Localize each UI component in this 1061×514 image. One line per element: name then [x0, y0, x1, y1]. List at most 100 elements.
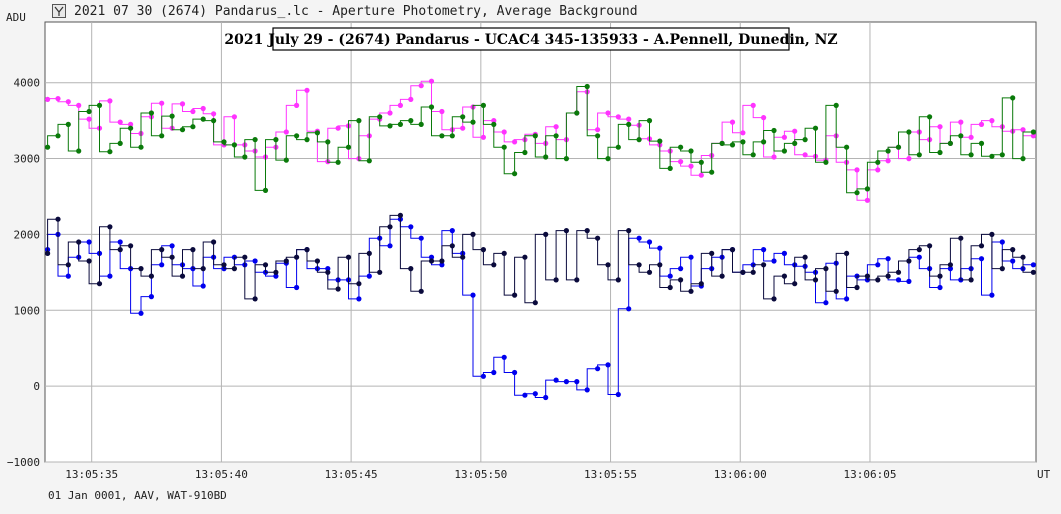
data-point — [958, 119, 964, 125]
data-point — [999, 239, 1005, 245]
data-point — [387, 243, 393, 249]
data-point — [148, 294, 154, 300]
data-point — [138, 310, 144, 316]
data-point — [314, 130, 320, 136]
data-point — [397, 212, 403, 218]
data-point — [906, 156, 912, 162]
y-tick-label: 4000 — [14, 77, 41, 90]
data-point — [626, 228, 632, 234]
data-point — [605, 362, 611, 368]
data-point — [1010, 258, 1016, 264]
data-point — [667, 165, 673, 171]
series-3 — [45, 212, 1036, 306]
data-point — [781, 134, 788, 140]
data-point — [657, 245, 663, 251]
data-point — [501, 129, 507, 135]
data-point — [864, 273, 871, 279]
data-point — [615, 391, 621, 398]
data-point — [221, 262, 227, 268]
data-point — [574, 110, 580, 116]
window-title: 2021 07 30 (2674) Pandarus_.lc - Apertur… — [74, 4, 638, 19]
data-point — [86, 108, 92, 115]
data-point — [117, 247, 123, 253]
data-point — [211, 111, 217, 117]
y-tick-label: 3000 — [14, 153, 41, 166]
data-point — [626, 116, 632, 122]
data-point — [750, 269, 756, 275]
data-point — [1020, 156, 1026, 162]
data-point — [543, 231, 549, 237]
data-point — [1030, 262, 1036, 268]
data-point — [1030, 269, 1036, 275]
data-point — [688, 163, 694, 169]
data-point — [989, 292, 995, 298]
data-point — [792, 140, 798, 146]
data-point — [428, 254, 435, 260]
data-point — [418, 235, 424, 241]
data-point — [688, 254, 694, 260]
data-point — [138, 144, 144, 150]
data-point — [646, 239, 653, 245]
data-point — [408, 224, 414, 230]
data-point — [553, 124, 559, 130]
data-point — [854, 284, 860, 291]
data-point — [895, 269, 902, 275]
x-tick-label: 13:05:35 — [65, 468, 118, 481]
data-point — [937, 149, 943, 156]
light-curve-app-icon — [52, 4, 66, 18]
data-point — [553, 133, 559, 139]
data-point — [678, 277, 684, 283]
data-point — [387, 123, 393, 129]
data-point — [460, 254, 466, 260]
footer-info: 01 Jan 0001, AAV, WAT-910BD — [48, 489, 227, 502]
data-point — [366, 158, 372, 164]
data-point — [107, 149, 113, 155]
data-point — [242, 154, 248, 160]
data-point — [480, 373, 486, 379]
data-point — [906, 129, 912, 135]
data-point — [875, 159, 881, 165]
data-point — [999, 266, 1005, 272]
data-point — [958, 235, 964, 241]
chart-title-box — [272, 27, 790, 51]
data-point — [55, 96, 61, 102]
x-tick-label: 13:05:45 — [325, 468, 378, 481]
data-point — [916, 254, 922, 260]
data-point — [802, 254, 808, 260]
data-point — [283, 129, 289, 135]
data-point — [771, 296, 777, 302]
data-point — [906, 278, 912, 284]
data-point — [615, 144, 621, 150]
series-group — [45, 78, 1036, 401]
data-point — [148, 273, 154, 279]
data-point — [584, 83, 590, 90]
data-point — [511, 369, 518, 376]
data-point — [356, 281, 362, 287]
data-point — [211, 239, 217, 245]
data-point — [304, 137, 310, 143]
data-point — [823, 266, 829, 272]
data-point — [1010, 247, 1016, 253]
data-point — [844, 144, 850, 150]
data-point — [283, 258, 289, 264]
x-tick-label: 13:05:50 — [454, 468, 507, 481]
data-point — [844, 250, 850, 256]
data-point — [636, 137, 642, 143]
data-point — [709, 250, 715, 256]
data-point — [96, 102, 103, 108]
data-point — [418, 121, 424, 127]
data-point — [439, 262, 445, 268]
data-point — [314, 258, 320, 264]
data-point — [86, 116, 92, 122]
data-point — [667, 284, 673, 291]
data-point — [771, 127, 777, 134]
data-point — [377, 269, 383, 275]
data-point — [169, 254, 175, 260]
data-point — [522, 254, 528, 260]
x-axis-unit-label: UT — [1037, 468, 1051, 481]
data-point — [345, 144, 352, 150]
data-point — [740, 269, 746, 275]
y-tick-label: 0 — [33, 380, 40, 393]
data-point — [511, 139, 518, 145]
